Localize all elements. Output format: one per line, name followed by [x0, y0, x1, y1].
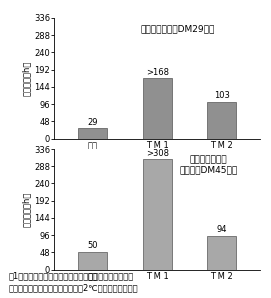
Bar — [143, 159, 172, 270]
Bar — [207, 102, 236, 139]
Text: >168: >168 — [146, 68, 169, 77]
Y-axis label: 安定時間（h）: 安定時間（h） — [22, 60, 31, 96]
Text: 94: 94 — [216, 226, 227, 235]
Text: 50: 50 — [88, 241, 98, 250]
Text: >308: >308 — [146, 149, 169, 158]
Text: イタリアンライ
グラス（DM45％）: イタリアンライ グラス（DM45％） — [180, 155, 238, 174]
Text: トウモロコシ（DM29％）: トウモロコシ（DM29％） — [141, 24, 215, 33]
Text: 図1．　好気的条件におけるサイレージの安定時間（好: 図1． 好気的条件におけるサイレージの安定時間（好 — [8, 272, 133, 281]
Text: 103: 103 — [214, 91, 230, 100]
Text: 29: 29 — [88, 118, 98, 127]
Bar — [78, 252, 107, 270]
Y-axis label: 安定時間（h）: 安定時間（h） — [22, 192, 31, 227]
Bar — [143, 78, 172, 139]
Bar — [207, 236, 236, 270]
Bar — [78, 128, 107, 139]
Text: 気的状態においてから温度上昇（2℃）　までの時間）: 気的状態においてから温度上昇（2℃） までの時間） — [8, 284, 138, 293]
